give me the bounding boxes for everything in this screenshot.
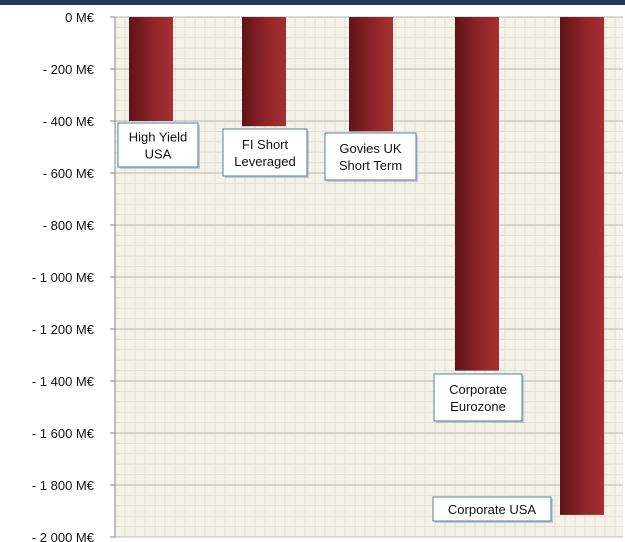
y-axis: 0 M€ - 200 M€ - 400 M€ - 600 M€ - 800 M€ - 1 … [32, 10, 116, 542]
y-tick-label: - 600 M€ [43, 166, 95, 181]
y-tick-label: - 2 000 M€ [32, 530, 95, 542]
bar [129, 17, 173, 121]
bar [455, 17, 499, 371]
callout-box [222, 128, 308, 177]
category-label: Corporate [449, 382, 507, 397]
callout-box [324, 132, 417, 181]
y-tick-label: - 1 200 M€ [32, 322, 95, 337]
y-tick-label: - 1 000 M€ [32, 270, 95, 285]
category-label: Corporate USA [448, 502, 536, 517]
y-tick-label: - 1 800 M€ [32, 478, 95, 493]
category-label: High Yield [129, 130, 188, 145]
y-tick-label: - 200 M€ [43, 62, 95, 77]
y-tick-label: 0 M€ [65, 10, 95, 25]
category-label: Leveraged [234, 154, 295, 169]
y-tick-label: - 1 400 M€ [32, 374, 95, 389]
category-label: FI Short [242, 137, 289, 152]
callout-box [117, 122, 199, 168]
callout-box [432, 496, 552, 522]
category-label: Govies UK [339, 141, 401, 156]
bars [129, 17, 604, 515]
bar [560, 17, 604, 515]
y-tick-label: - 400 M€ [43, 114, 95, 129]
callout-box [433, 373, 523, 422]
category-label: Eurozone [450, 399, 506, 414]
header-bar [0, 0, 625, 5]
y-tick-label: - 1 600 M€ [32, 426, 95, 441]
y-tick-label: - 800 M€ [43, 218, 95, 233]
bar [242, 17, 286, 127]
category-callouts: High Yield USA FI Short Leveraged Govies UK S… [117, 122, 553, 523]
bar [349, 17, 393, 132]
category-label: USA [145, 147, 172, 162]
category-label: Short Term [339, 158, 402, 173]
